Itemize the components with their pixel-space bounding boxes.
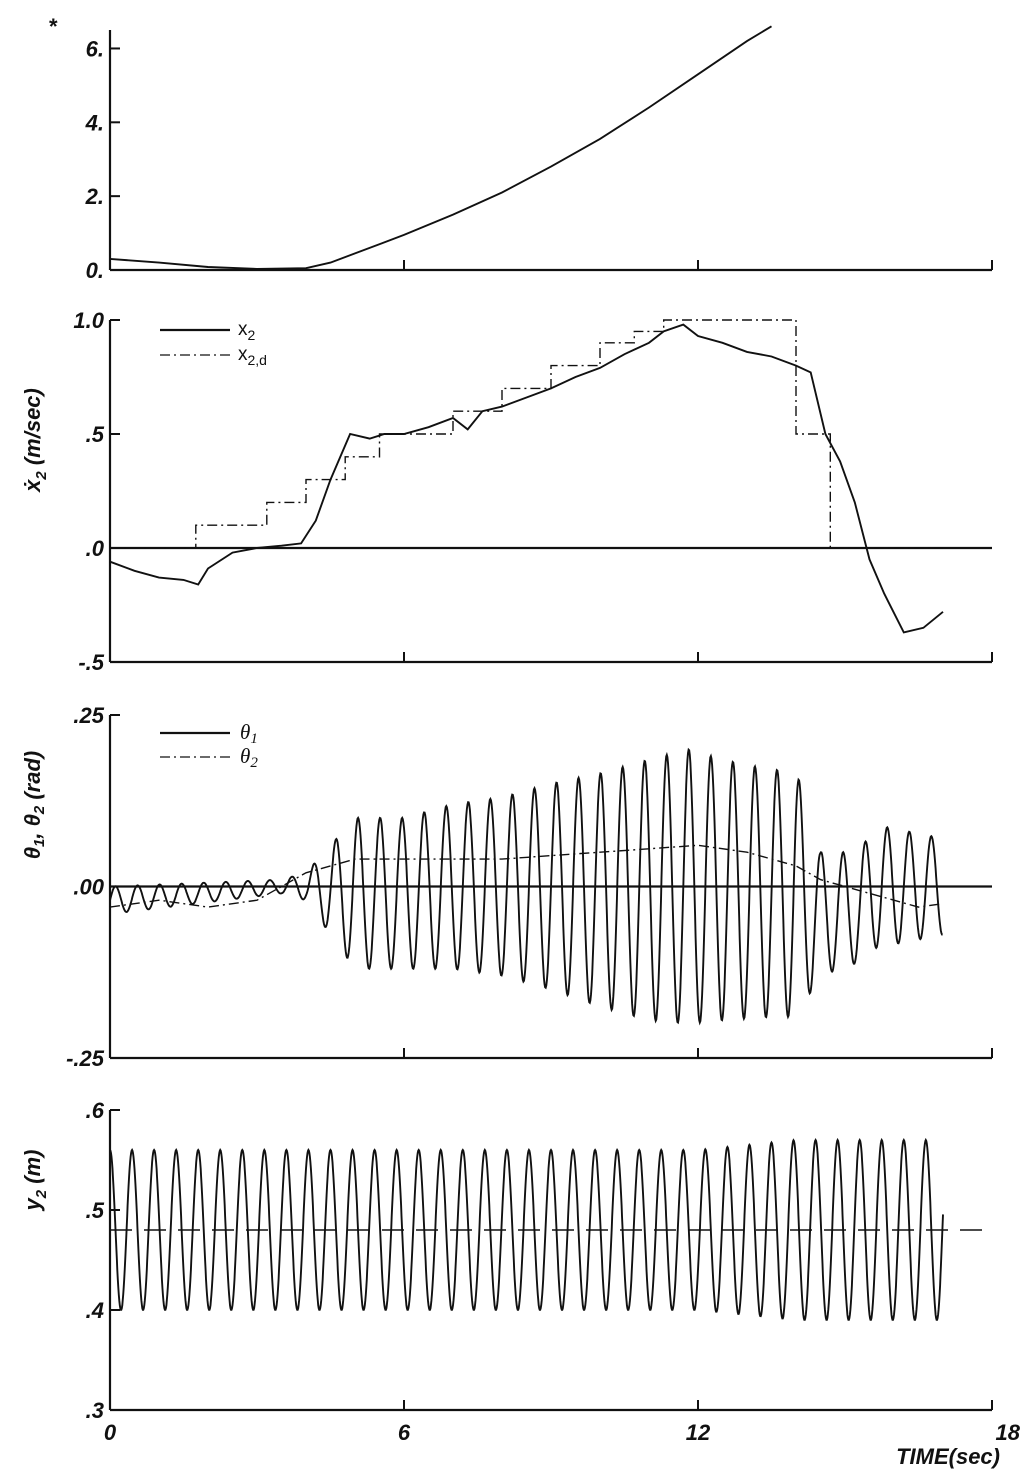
x-axis-label: TIME(sec) <box>896 1444 1000 1469</box>
legend-label-theta2: θ2 <box>240 744 258 771</box>
panel-4-series <box>109 1137 988 1321</box>
y-tick-label: .5 <box>86 422 105 447</box>
y-tick-label: 1.0 <box>73 308 104 333</box>
series-line-2 <box>110 319 943 549</box>
panel-1-axes: 0. 2. 4. 6. <box>85 30 993 283</box>
y-tick-label: 2. <box>85 184 104 209</box>
y-tick-label: -.5 <box>78 650 104 675</box>
corner-star-mark: * <box>49 14 58 39</box>
panel-1: * 0. 2. 4. 6. <box>49 14 993 283</box>
panel-2-ylabel: ẋ2 (m/sec) <box>20 388 50 493</box>
series-line-1 <box>109 747 943 1026</box>
panel-4-ylabel: y2 (m) <box>20 1150 50 1212</box>
x-tick-label: 0 <box>104 1420 117 1445</box>
y-tick-label: -.25 <box>66 1046 105 1071</box>
panel-2-series <box>109 319 944 634</box>
panel-3-series <box>109 747 944 1026</box>
y-tick-label: 0. <box>86 258 104 283</box>
panel-3-ylabel: θ1, θ2 (rad) <box>20 751 48 859</box>
panel-4-axes: .3 .4 .5 .6 0 6 12 18 <box>86 1098 1021 1445</box>
y-tick-label: 6. <box>86 36 104 61</box>
y-tick-label: .3 <box>86 1398 104 1423</box>
legend-label-x2: x2 <box>238 319 256 343</box>
panel-1-series <box>109 25 772 270</box>
y-tick-label: .00 <box>73 875 104 900</box>
panel-2: ẋ2 (m/sec) -.5 .0 .5 1.0 x2 x2,d <box>20 308 993 675</box>
panel-2-axes: -.5 .0 .5 1.0 <box>73 308 993 675</box>
panel-3-legend: θ1 θ2 <box>160 720 258 771</box>
y-tick-label: .6 <box>86 1098 105 1123</box>
y-tick-label: .25 <box>73 703 104 728</box>
panel-2-legend: x2 x2,d <box>160 319 267 368</box>
y-tick-label: 4. <box>85 110 104 135</box>
x-tick-label: 6 <box>398 1420 411 1445</box>
y-tick-label: .4 <box>86 1298 104 1323</box>
series-line-1 <box>109 1137 944 1321</box>
x-tick-label: 18 <box>996 1420 1021 1445</box>
series-line-1 <box>109 25 772 270</box>
series-line-2 <box>109 844 944 908</box>
y-tick-label: .0 <box>86 536 105 561</box>
x-tick-label: 12 <box>686 1420 711 1445</box>
y-tick-label: .5 <box>86 1198 105 1223</box>
panel-4: y2 (m) .3 .4 .5 .6 0 6 12 18 TIME(sec) <box>20 1098 1021 1469</box>
panel-3: θ1, θ2 (rad) -.25 .00 .25 θ1 θ2 <box>20 703 993 1071</box>
legend-label-x2d: x2,d <box>238 344 267 368</box>
series-line-1 <box>109 323 944 634</box>
legend-label-theta1: θ1 <box>240 720 258 747</box>
